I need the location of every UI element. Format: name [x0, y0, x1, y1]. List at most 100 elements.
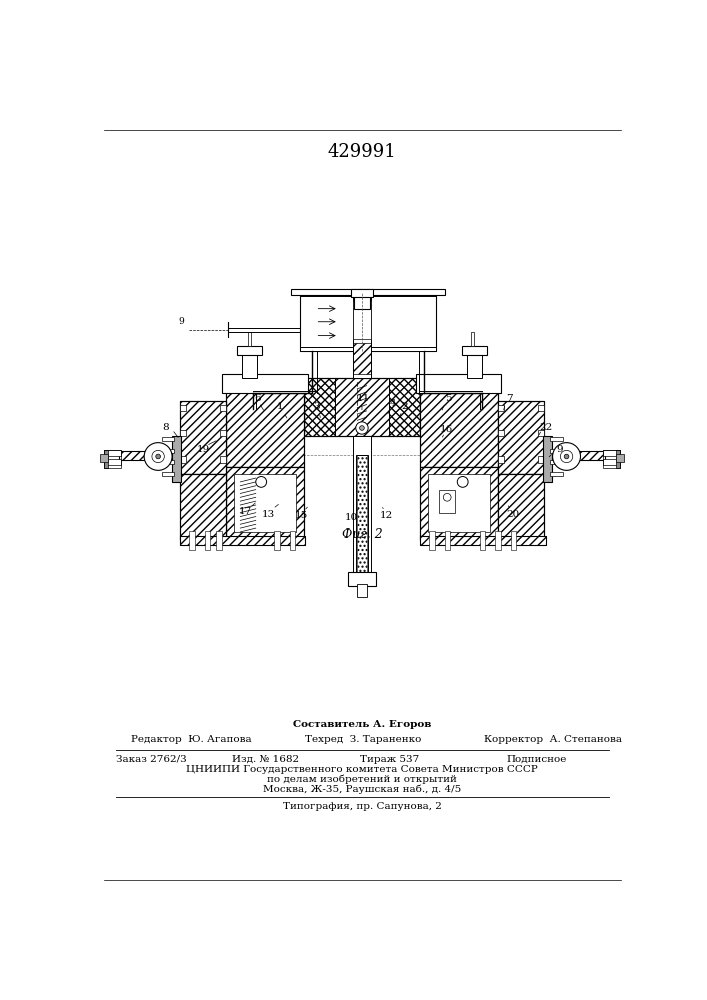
Bar: [353, 343, 371, 374]
Bar: [180, 536, 305, 545]
Bar: [180, 536, 305, 545]
Bar: [304, 378, 335, 436]
Bar: [616, 454, 624, 462]
Bar: [234, 474, 296, 532]
Bar: [420, 378, 498, 466]
Bar: [357, 455, 367, 574]
Bar: [420, 536, 546, 545]
Circle shape: [443, 493, 451, 501]
Text: Изд. № 1682: Изд. № 1682: [232, 755, 299, 764]
Bar: [420, 466, 498, 540]
Text: 9: 9: [178, 317, 185, 326]
Bar: [220, 405, 226, 411]
Bar: [226, 466, 304, 540]
Bar: [223, 374, 308, 393]
Bar: [467, 347, 482, 378]
Text: 3: 3: [314, 402, 320, 411]
Text: Редактор  Ю. Агапова: Редактор Ю. Агапова: [131, 735, 252, 744]
Text: 20: 20: [506, 510, 520, 519]
Bar: [300, 293, 436, 351]
Text: 4: 4: [390, 399, 396, 408]
Text: ЦНИИПИ Государственного комитета Совета Министров СССР: ЦНИИПИ Государственного комитета Совета …: [186, 765, 538, 774]
Bar: [180, 401, 226, 474]
Bar: [226, 378, 304, 466]
Text: 2: 2: [402, 402, 408, 411]
Bar: [428, 474, 490, 532]
Text: Москва, Ж-35, Раушская наб., д. 4/5: Москва, Ж-35, Раушская наб., д. 4/5: [263, 784, 461, 794]
Bar: [603, 459, 620, 465]
Bar: [510, 531, 516, 550]
Bar: [538, 456, 544, 463]
Text: 17: 17: [238, 507, 252, 516]
Text: 1: 1: [277, 402, 284, 411]
Bar: [480, 531, 485, 550]
Bar: [300, 292, 436, 296]
Bar: [495, 531, 501, 550]
Bar: [498, 474, 544, 540]
Bar: [180, 474, 226, 540]
Bar: [220, 456, 226, 463]
Bar: [353, 436, 371, 574]
Bar: [354, 295, 370, 309]
Bar: [348, 572, 376, 586]
Bar: [357, 584, 367, 597]
Text: 429991: 429991: [327, 143, 397, 161]
Bar: [498, 405, 504, 411]
Bar: [162, 437, 175, 441]
Bar: [100, 454, 107, 462]
Bar: [180, 401, 226, 474]
Bar: [226, 466, 304, 540]
Bar: [104, 450, 121, 456]
Bar: [420, 536, 546, 545]
Circle shape: [144, 443, 172, 470]
Bar: [300, 347, 436, 351]
Bar: [162, 460, 175, 464]
Bar: [353, 301, 371, 339]
Circle shape: [564, 454, 569, 459]
Circle shape: [356, 422, 368, 434]
Bar: [104, 459, 121, 465]
Bar: [304, 378, 420, 436]
Bar: [544, 451, 604, 460]
Text: Типография, пр. Сапунова, 2: Типография, пр. Сапунова, 2: [283, 802, 441, 811]
Bar: [291, 289, 445, 295]
Bar: [498, 401, 544, 474]
Bar: [180, 456, 186, 463]
Bar: [542, 436, 552, 482]
Bar: [248, 332, 251, 346]
Bar: [356, 455, 368, 574]
Text: Фиг. 2: Фиг. 2: [341, 528, 382, 541]
Text: 6: 6: [254, 394, 261, 403]
Bar: [172, 436, 182, 482]
Bar: [162, 472, 175, 476]
Circle shape: [152, 450, 164, 463]
Text: 9: 9: [556, 445, 563, 454]
Bar: [440, 490, 455, 513]
Bar: [162, 449, 175, 453]
Circle shape: [256, 477, 267, 487]
Bar: [429, 531, 435, 550]
Text: Подписное: Подписное: [507, 755, 567, 764]
Circle shape: [156, 454, 160, 459]
Text: Техред  З. Тараненко: Техред З. Тараненко: [305, 735, 422, 744]
Bar: [538, 430, 544, 436]
Bar: [104, 450, 107, 468]
Bar: [180, 430, 186, 436]
Bar: [498, 430, 504, 436]
Bar: [119, 451, 180, 460]
Bar: [351, 289, 373, 297]
Bar: [603, 450, 620, 468]
Circle shape: [553, 443, 580, 470]
Bar: [498, 456, 504, 463]
Text: по делам изобретений и открытий: по делам изобретений и открытий: [267, 774, 457, 784]
Bar: [603, 450, 620, 456]
Bar: [550, 472, 563, 476]
Text: 15: 15: [295, 511, 308, 520]
Bar: [304, 378, 420, 436]
Text: 5: 5: [445, 394, 452, 403]
Bar: [616, 450, 620, 468]
Bar: [462, 346, 486, 355]
Bar: [226, 378, 304, 466]
Bar: [472, 332, 474, 346]
Bar: [389, 378, 420, 436]
